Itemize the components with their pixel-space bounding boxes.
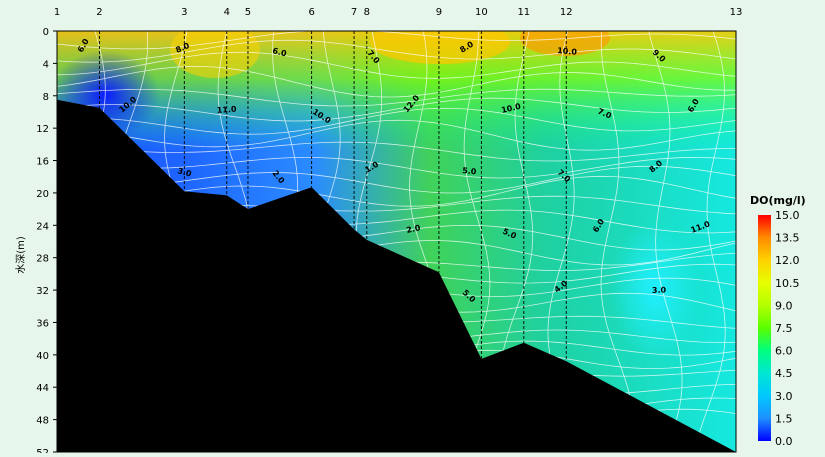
contour-line [57,156,736,179]
contour-line [57,31,736,50]
y-tick-label: 16 [36,157,49,168]
contour-line [57,39,736,63]
y-tick-label: 12 [36,124,49,135]
station-label: 1 [54,7,60,18]
colorbar-tick-label: 4.5 [775,367,793,380]
station-label: 7 [351,7,357,18]
colorbar-tick-label: 6.0 [775,345,793,358]
contour-label: 2.0 [406,223,422,235]
y-tick-label: 32 [36,286,49,297]
station-label: 6 [308,7,314,18]
y-tick-label: 52 [36,448,49,453]
y-tick-label: 20 [36,189,49,200]
station-label: 4 [224,7,230,18]
station-label: 5 [245,7,251,18]
contour-line [57,119,736,151]
station-lines [57,31,736,452]
station-label: 8 [364,7,370,18]
low-do-patch-right [610,220,700,360]
colorbar-tick-label: 13.5 [775,232,800,245]
station-label: 3 [181,7,187,18]
contour-label: 3.0 [652,285,667,295]
contour-label: 10.0 [557,46,578,57]
y-tick-label: 28 [36,254,49,265]
y-axis: 0481216202428323640444852 [36,27,57,457]
colorbar-title: DO(mg/l) [750,194,806,207]
station-labels: 1 2 3 4 5 6 7 8 9 10 11 12 13 [54,7,743,18]
plot-area: 6.0 8.0 6.0 7.08.0 10.0 9.010.0 11.0 10.012.0 10… [57,31,736,452]
y-tick-label: 48 [36,416,49,427]
colorbar-tick-label: 3.0 [775,390,793,403]
colorbar: DO(mg/l) 15.0 13.5 12.0 10.5 9.0 7.5 6.0 4.5 3.0… [750,194,806,448]
contour-line [57,97,736,122]
y-tick-label: 4 [43,59,49,70]
colorbar-tick-label: 1.5 [775,412,793,425]
contour-label: 11.0 [217,105,238,115]
contour-label: 6.0 [272,46,288,58]
colorbar-tick-label: 9.0 [775,299,793,312]
y-tick-label: 0 [43,27,49,38]
colorbar-ticks: 15.0 13.5 12.0 10.5 9.0 7.5 6.0 4.5 3.0 1.5 0.0 [775,209,800,448]
colorbar-tick-label: 15.0 [775,209,800,222]
station-label: 9 [436,7,442,18]
contour-line [600,31,635,452]
contour-line [57,65,736,98]
colorbar-tick-label: 0.0 [775,435,793,448]
contour-line [57,88,736,107]
colorbar-tick-label: 12.0 [775,254,800,267]
y-tick-label: 44 [36,383,49,394]
contour-label: 5.0 [462,166,477,176]
y-tick-label: 24 [36,221,49,232]
y-tick-label: 40 [36,351,49,362]
contour-line [57,107,736,135]
colorbar-tick-label: 10.5 [775,277,800,290]
seabed-profile [57,99,736,452]
contour-label: 10.0 [500,102,522,115]
colorbar-gradient [758,215,771,441]
station-label: 11 [517,7,530,18]
y-tick-label: 36 [36,318,49,329]
station-label: 10 [475,7,488,18]
station-label: 13 [730,7,743,18]
contour-line [57,141,736,162]
y-axis-label: 水深(m) [15,236,27,274]
plot-frame [56,30,737,453]
y-tick-label: 8 [43,92,49,103]
contour-line [57,51,736,79]
colorbar-tick-label: 7.5 [775,322,793,335]
contour-line [694,31,726,452]
station-label: 12 [560,7,573,18]
contour-line [648,31,683,452]
station-label: 2 [96,7,102,18]
